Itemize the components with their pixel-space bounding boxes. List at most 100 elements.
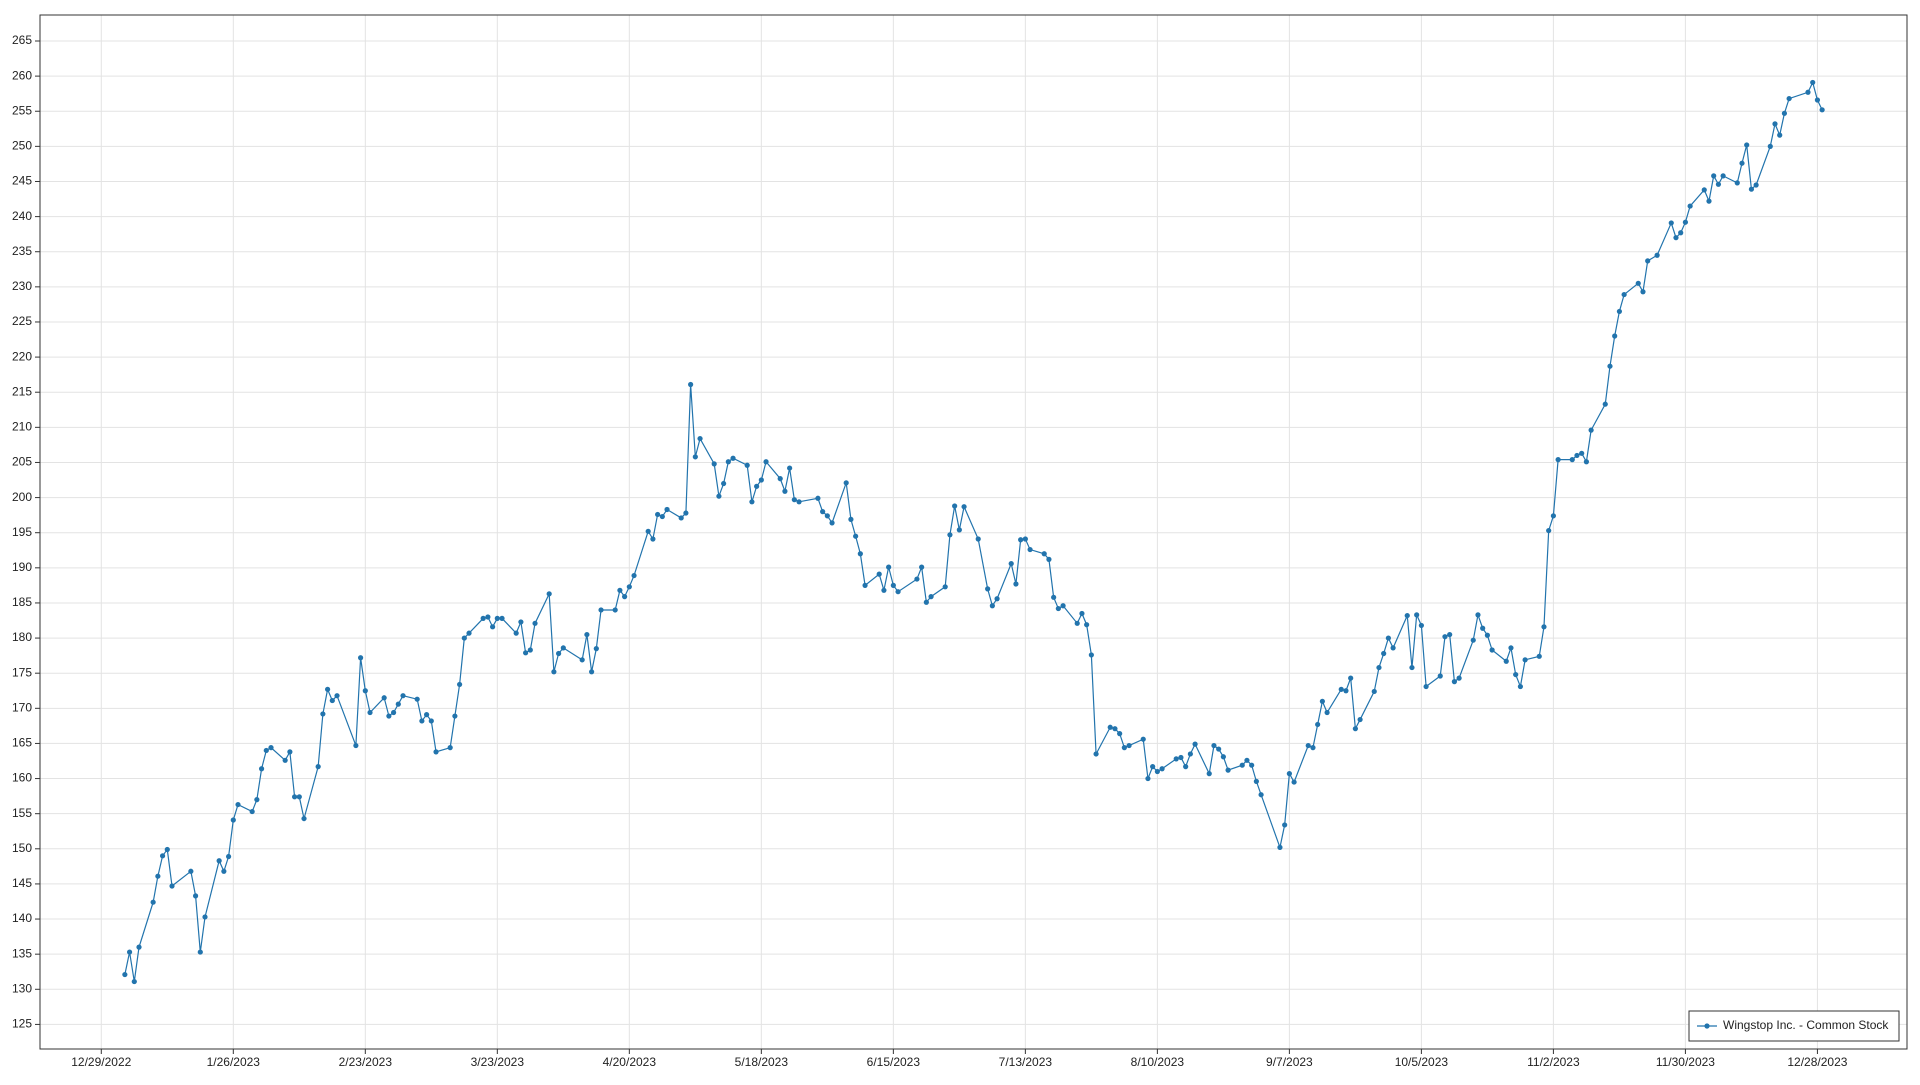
data-point — [928, 594, 934, 600]
data-point — [1508, 645, 1514, 651]
legend-box — [1688, 1010, 1900, 1042]
x-tick-label: 8/10/2023 — [1131, 1055, 1185, 1069]
data-point — [1711, 173, 1717, 179]
y-tick-label: 180 — [12, 630, 32, 644]
data-point — [914, 576, 920, 582]
data-point — [961, 504, 967, 510]
data-point — [164, 846, 170, 853]
data-point — [1810, 79, 1816, 86]
y-tick-label: 265 — [12, 33, 32, 47]
data-point — [1211, 742, 1217, 749]
data-point — [159, 853, 166, 859]
plot-frame — [39, 14, 1908, 1050]
y-tick-label: 135 — [12, 946, 32, 960]
data-point — [551, 669, 557, 675]
data-point — [315, 764, 321, 770]
data-point — [994, 596, 1000, 602]
data-point — [1126, 742, 1132, 749]
data-point — [584, 631, 590, 638]
data-point — [589, 669, 595, 675]
data-point — [622, 594, 628, 600]
y-tick-label: 210 — [12, 420, 32, 434]
data-point — [287, 749, 293, 755]
data-point — [329, 697, 335, 704]
data-point — [353, 742, 359, 749]
data-point — [324, 686, 331, 692]
data-point — [560, 645, 566, 651]
y-tick-label: 245 — [12, 174, 32, 188]
data-point — [952, 503, 958, 509]
data-point — [1673, 235, 1679, 241]
data-point — [956, 527, 962, 533]
legend-marker — [1704, 1023, 1710, 1029]
data-point — [1060, 603, 1066, 609]
data-point — [1041, 551, 1047, 557]
data-point — [820, 509, 826, 515]
data-point — [527, 647, 533, 653]
data-point — [296, 794, 302, 800]
data-point — [424, 712, 430, 718]
data-point — [1121, 745, 1127, 751]
data-point — [1541, 624, 1547, 630]
data-point — [263, 747, 269, 754]
data-point — [1178, 754, 1184, 761]
data-point — [1447, 631, 1453, 638]
data-point — [480, 615, 486, 622]
data-point — [725, 459, 731, 465]
y-tick-label: 240 — [12, 209, 32, 223]
data-point — [532, 620, 538, 626]
data-point — [1607, 363, 1613, 369]
data-point — [1310, 745, 1316, 751]
data-point — [235, 801, 241, 808]
data-point — [749, 499, 755, 505]
x-tick-label: 11/30/2023 — [1656, 1055, 1715, 1069]
y-tick-label: 185 — [12, 595, 32, 609]
data-point — [1216, 746, 1222, 752]
data-point — [985, 586, 991, 592]
data-point — [225, 853, 232, 860]
data-point — [192, 893, 199, 899]
data-point — [1376, 664, 1382, 671]
data-point — [1338, 686, 1344, 692]
data-point — [1390, 645, 1396, 651]
data-point — [494, 615, 500, 622]
data-point — [367, 709, 373, 716]
data-point — [730, 455, 736, 461]
data-point — [381, 695, 387, 701]
data-point — [664, 506, 670, 513]
data-point — [155, 873, 161, 879]
data-point — [390, 709, 397, 716]
data-point — [777, 476, 783, 482]
data-point — [881, 587, 887, 593]
x-tick-label: 5/18/2023 — [735, 1055, 789, 1069]
data-point — [1079, 610, 1085, 617]
data-point — [136, 944, 142, 950]
x-tick-label: 1/26/2023 — [207, 1055, 261, 1069]
y-tick-label: 225 — [12, 314, 32, 328]
data-point — [853, 533, 859, 539]
data-point — [1720, 173, 1726, 179]
data-point — [1706, 198, 1712, 204]
data-point — [1423, 683, 1429, 690]
data-point — [1701, 187, 1707, 193]
data-point — [452, 713, 458, 719]
data-point — [1173, 756, 1179, 762]
data-point — [457, 681, 463, 688]
data-point — [447, 745, 453, 751]
data-point — [1258, 792, 1264, 798]
data-point — [1150, 764, 1156, 770]
data-point — [1640, 289, 1646, 295]
data-point — [1220, 754, 1226, 760]
data-point — [1343, 688, 1349, 694]
data-point — [400, 693, 406, 699]
x-tick-label: 3/23/2023 — [471, 1055, 525, 1069]
data-point — [1574, 452, 1580, 459]
data-point — [291, 794, 298, 800]
data-point — [1183, 764, 1189, 770]
data-point — [1074, 620, 1080, 626]
data-point — [1550, 513, 1557, 519]
data-point — [1612, 333, 1618, 339]
data-point — [419, 718, 425, 724]
data-point — [1517, 683, 1523, 690]
data-point — [1357, 716, 1363, 723]
